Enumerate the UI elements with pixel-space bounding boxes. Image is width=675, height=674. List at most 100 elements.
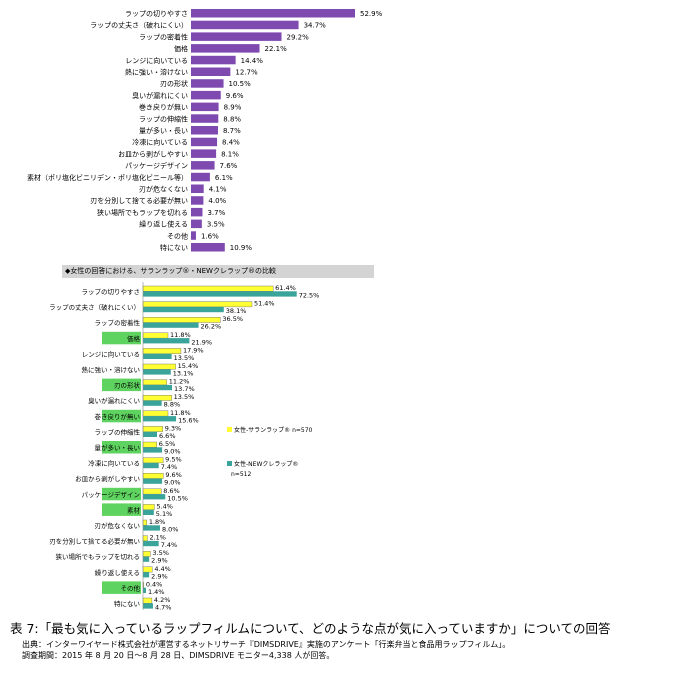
value-label-series1: 51.4% [254,300,275,308]
value-label-series1: 3.5% [152,549,169,557]
bar [191,243,225,252]
category-label: 臭いが漏れにくい [132,91,188,100]
bar-series2 [143,603,153,609]
value-label-series2: 10.5% [167,494,188,502]
value-label: 4.0% [208,197,226,205]
value-label: 8.4% [222,139,240,147]
bar-series1 [142,504,155,510]
category-label: ラップの丈夫さ（破れにくい） [90,21,188,30]
value-label-series1: 2.1% [149,534,166,542]
source-note: 出典：インターワイヤード株式会社が運営するネットリサーチ『DIMSDRIVE』実… [22,640,511,649]
value-label-series2: 5.1% [156,510,173,518]
bar-series2 [143,509,154,515]
bar [191,137,218,147]
category-label: 価格 [127,334,141,343]
category-label: 量が多い・長い [95,443,141,452]
category-label: ラップの丈夫さ（破れにくい） [49,303,140,312]
bar-series2 [143,431,157,437]
legend-swatch [227,427,232,432]
value-label: 9.6% [226,92,244,100]
value-label-series2: 13.7% [174,385,195,393]
bar [191,231,196,240]
table-caption: 表 7:「最も気に入っているラップフィルムについて、どのような点が気に入っていま… [10,621,611,636]
bar-series2 [143,525,160,531]
value-label-series2: 38.1% [226,307,247,315]
value-label-series2: 1.4% [148,588,165,596]
value-label-series1: 1.8% [149,518,166,526]
value-label: 22.1% [265,45,288,53]
bar [191,114,219,123]
bar-series1 [142,535,148,542]
value-label-series1: 0.4% [146,580,163,588]
bar [191,207,203,217]
value-label: 29.2% [287,33,310,41]
value-label-series2: 2.9% [151,572,168,580]
category-label: ラップの伸縮性 [139,114,188,123]
category-label: 刃の形状 [160,79,188,88]
value-label: 10.5% [229,80,252,88]
bar [191,149,217,158]
bar-series1 [142,379,167,386]
bar-series2 [143,338,190,344]
value-label-series1: 4.2% [154,596,171,604]
bar [191,44,260,53]
bar-series1 [142,332,169,339]
value-label: 14.4% [241,57,264,65]
bar-series2 [143,462,159,469]
bar [191,9,355,18]
value-label-series2: 2.9% [151,557,168,565]
value-label-series2: 7.4% [161,541,178,549]
bar-series2 [143,291,297,297]
value-label: 8.8% [223,115,241,123]
bar-series2 [143,353,172,359]
category-label: 狭い場所でもラップを切れる [97,208,188,217]
value-label-series1: 9.3% [165,424,182,432]
bar [191,161,215,170]
category-highlight [102,441,141,454]
bar-series1 [142,597,153,604]
value-label-series2: 6.6% [159,432,176,440]
value-label-series2: 15.6% [178,416,199,424]
bar [191,67,231,76]
category-highlight [102,487,141,501]
bar [191,102,219,112]
category-label: パッケージデザイン [82,490,140,499]
category-label: 狭い場所でもラップを切れる [56,552,141,561]
bar-series2 [143,400,162,406]
category-label: 冷凍に向いている [88,459,140,468]
survey-period-note: 調査期間：2015 年 8 月 20 日～8 月 28 日、DIMSDRIVE … [22,651,335,660]
value-label-series1: 4.4% [154,565,171,573]
category-label: 刃を分別して捨てる必要が無い [49,537,140,546]
value-label: 52.9% [360,10,383,18]
value-label-series1: 17.9% [183,346,204,354]
category-label: 素材 [127,505,141,514]
value-label: 4.1% [209,186,227,194]
bar [191,32,282,41]
value-label-series1: 15.4% [178,362,199,370]
value-label-series2: 8.8% [164,401,181,409]
value-label-series2: 13.1% [173,370,194,378]
chart-comparison: ラップの切りやすさ 61.4%72.5% ラップの丈夫さ（破れにくい） 51.4% 38… [49,282,319,610]
category-label: その他 [121,583,141,592]
value-label-series1: 13.5% [174,393,195,401]
value-label-series1: 9.6% [165,471,182,479]
category-label: 巻き戻りが無い [139,103,188,112]
category-label: パッケージデザイン [125,161,188,170]
bar-series1 [142,551,151,557]
bar-series1 [142,519,148,526]
category-highlight [102,409,141,423]
value-label-series1: 9.5% [165,456,182,464]
category-highlight [102,581,141,594]
category-label: 量が多い・長い [139,126,188,135]
value-label-series1: 36.5% [222,315,243,323]
category-label: ラップの切りやすさ [125,10,188,18]
value-label-series1: 8.6% [163,487,180,495]
value-label: 34.7% [304,22,327,30]
value-label-series1: 11.8% [170,409,191,417]
legend-label: 女性-NEWクレラップ® [234,460,298,468]
bar-series1 [142,441,157,448]
value-label: 3.5% [207,221,225,229]
value-label-series2: 9.0% [164,448,181,456]
category-label: ラップの伸縮性 [95,427,141,436]
bar-series1 [142,363,176,370]
